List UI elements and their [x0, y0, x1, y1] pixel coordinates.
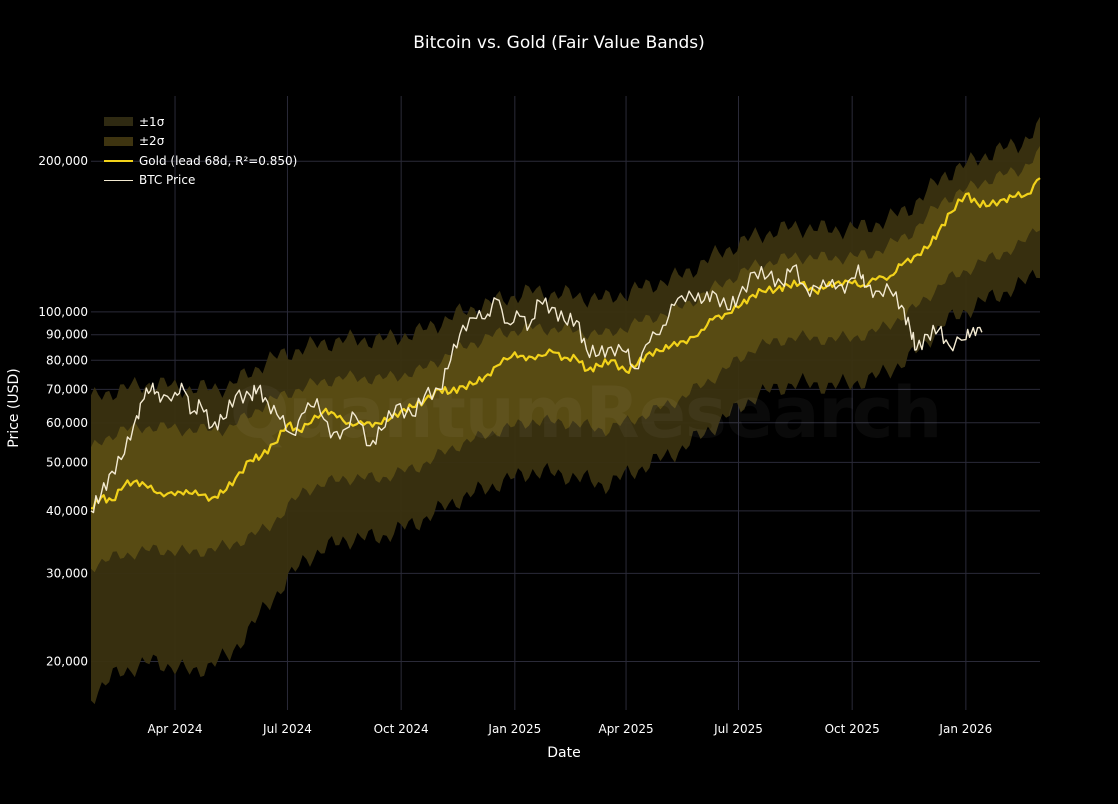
y-tick-label: 90,000: [46, 328, 88, 342]
y-tick-label: 60,000: [46, 416, 88, 430]
y-tick-label: 20,000: [46, 655, 88, 669]
legend-label-gold: Gold (lead 68d, R²=0.850): [139, 153, 298, 168]
x-axis-title: Date: [547, 745, 581, 761]
y-tick-label: 50,000: [46, 455, 88, 469]
y-axis-title: Price (USD): [6, 368, 22, 448]
legend-line-btc: [104, 179, 133, 181]
x-tick-label: Jul 2024: [262, 722, 312, 736]
y-tick-label: 100,000: [38, 305, 88, 319]
x-tick-label: Oct 2025: [825, 722, 880, 736]
chart-title: Bitcoin vs. Gold (Fair Value Bands): [413, 33, 705, 53]
band-1sigma: [91, 146, 1040, 573]
legend-item-btc[interactable]: BTC Price: [104, 171, 297, 191]
y-tick-label: 40,000: [46, 504, 88, 518]
x-tick-label: Jan 2025: [487, 722, 541, 736]
gold-line[interactable]: [90, 177, 1041, 510]
x-tick-label: Jul 2025: [713, 722, 763, 736]
x-tick-label: Oct 2024: [374, 722, 429, 736]
legend-line-gold: [104, 159, 133, 162]
x-tick-label: Apr 2025: [598, 722, 653, 736]
x-tick-label: Jan 2026: [938, 722, 992, 736]
legend-label-1sigma: ±1σ: [139, 114, 165, 129]
legend-item-gold[interactable]: Gold (lead 68d, R²=0.850): [104, 151, 297, 171]
y-tick-label: 200,000: [38, 154, 88, 168]
x-tick-label: Apr 2024: [147, 722, 202, 736]
y-tick-label: 80,000: [46, 353, 88, 367]
legend[interactable]: ±1σ ±2σ Gold (lead 68d, R²=0.850) BTC Pr…: [104, 112, 297, 190]
legend-swatch-1sigma: [104, 117, 133, 127]
legend-item-2sigma[interactable]: ±2σ: [104, 132, 297, 152]
btc-price-line[interactable]: [90, 264, 983, 514]
y-tick-label: 30,000: [46, 566, 88, 580]
legend-swatch-2sigma: [104, 136, 133, 146]
legend-label-2sigma: ±2σ: [139, 134, 165, 149]
legend-item-1sigma[interactable]: ±1σ: [104, 112, 297, 132]
watermark: QuantumResearch: [230, 372, 942, 454]
y-tick-label: 70,000: [46, 382, 88, 396]
legend-label-btc: BTC Price: [139, 173, 196, 188]
